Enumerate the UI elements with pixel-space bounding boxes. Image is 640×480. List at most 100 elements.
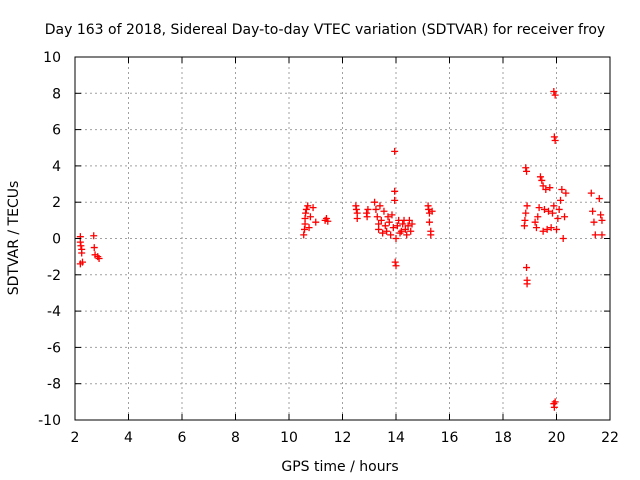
- data-point: [304, 202, 312, 210]
- data-point: [587, 189, 595, 197]
- data-point: [403, 231, 411, 239]
- data-point: [324, 217, 332, 225]
- data-point: [300, 231, 308, 239]
- data-point: [352, 205, 360, 213]
- data-point: [392, 262, 400, 270]
- data-point: [427, 231, 435, 239]
- data-point: [562, 189, 570, 197]
- data-point: [383, 227, 391, 235]
- data-point: [547, 224, 555, 232]
- data-point: [391, 147, 399, 155]
- data-point: [391, 187, 399, 195]
- data-point: [590, 218, 598, 226]
- data-point: [95, 254, 103, 262]
- data-point: [384, 213, 392, 221]
- data-point: [90, 232, 98, 240]
- x-tick-label: 22: [601, 430, 619, 446]
- x-tick-label: 12: [334, 430, 352, 446]
- y-tick-label: -6: [47, 340, 61, 356]
- data-point: [550, 202, 558, 210]
- data-point: [391, 258, 399, 266]
- x-tick-label: 4: [124, 430, 133, 446]
- data-point: [539, 182, 547, 190]
- data-point: [428, 207, 436, 215]
- data-point: [523, 202, 531, 210]
- data-point: [591, 231, 599, 239]
- data-point: [387, 231, 395, 239]
- data-point: [532, 224, 540, 232]
- data-point: [389, 224, 397, 232]
- y-tick-label: -8: [47, 377, 61, 393]
- y-axis-label: SDTVAR / TECUs: [6, 181, 22, 296]
- data-points: [76, 87, 606, 411]
- data-point: [397, 227, 405, 235]
- data-point: [90, 244, 98, 252]
- data-point: [78, 258, 86, 266]
- data-point: [558, 185, 566, 193]
- axes: 2 4 6 8 10 12 14 16 18 20 22 -10 -8 -6 -4 -2 0 2 4 6 8 10: [38, 50, 619, 446]
- data-point: [353, 215, 361, 223]
- data-point: [531, 218, 539, 226]
- data-point: [539, 227, 547, 235]
- data-point: [548, 209, 556, 217]
- data-point: [302, 209, 310, 217]
- y-tick-label: -4: [47, 304, 61, 320]
- data-point: [589, 207, 597, 215]
- data-point: [521, 216, 529, 224]
- data-point: [523, 280, 531, 288]
- data-point: [550, 403, 558, 411]
- data-point: [363, 213, 371, 221]
- data-point: [535, 204, 543, 212]
- data-point: [375, 225, 383, 233]
- data-point: [597, 211, 605, 219]
- data-point: [408, 220, 416, 228]
- data-point: [550, 133, 558, 141]
- x-tick-label: 6: [178, 430, 187, 446]
- data-point: [381, 222, 389, 230]
- y-tick-label: -10: [38, 413, 61, 429]
- data-point: [373, 213, 381, 221]
- y-tick-label: 6: [52, 123, 61, 139]
- data-point: [540, 205, 548, 213]
- data-point: [392, 235, 400, 242]
- data-point: [595, 195, 603, 203]
- data-point: [391, 196, 399, 204]
- data-point: [379, 229, 387, 237]
- data-point: [380, 207, 388, 215]
- data-point: [302, 205, 310, 213]
- data-point: [305, 224, 313, 232]
- data-point: [538, 176, 546, 184]
- data-point: [364, 205, 372, 213]
- data-point: [385, 218, 393, 226]
- data-point: [551, 136, 559, 144]
- data-point: [401, 225, 409, 233]
- data-point: [372, 205, 380, 213]
- data-point: [78, 249, 86, 257]
- data-point: [598, 216, 606, 224]
- x-tick-label: 16: [441, 430, 459, 446]
- x-tick-label: 2: [71, 430, 80, 446]
- y-tick-label: 8: [52, 86, 61, 102]
- y-tick-label: 4: [52, 159, 61, 175]
- data-point: [371, 198, 379, 206]
- data-point: [543, 225, 551, 233]
- data-point: [306, 213, 314, 221]
- data-point: [77, 242, 85, 250]
- data-point: [544, 207, 552, 215]
- data-point: [559, 235, 567, 242]
- data-point: [388, 211, 396, 219]
- data-point: [546, 184, 554, 192]
- data-point: [523, 167, 531, 175]
- x-tick-label: 18: [494, 430, 512, 446]
- x-axis-label: GPS time / hours: [281, 459, 398, 475]
- data-point: [405, 216, 413, 224]
- y-tick-label: 10: [43, 50, 61, 66]
- data-point: [312, 218, 320, 226]
- data-point: [554, 215, 562, 223]
- data-point: [555, 205, 563, 213]
- data-point: [551, 91, 559, 99]
- x-tick-label: 10: [280, 430, 298, 446]
- x-tick-label: 8: [231, 430, 240, 446]
